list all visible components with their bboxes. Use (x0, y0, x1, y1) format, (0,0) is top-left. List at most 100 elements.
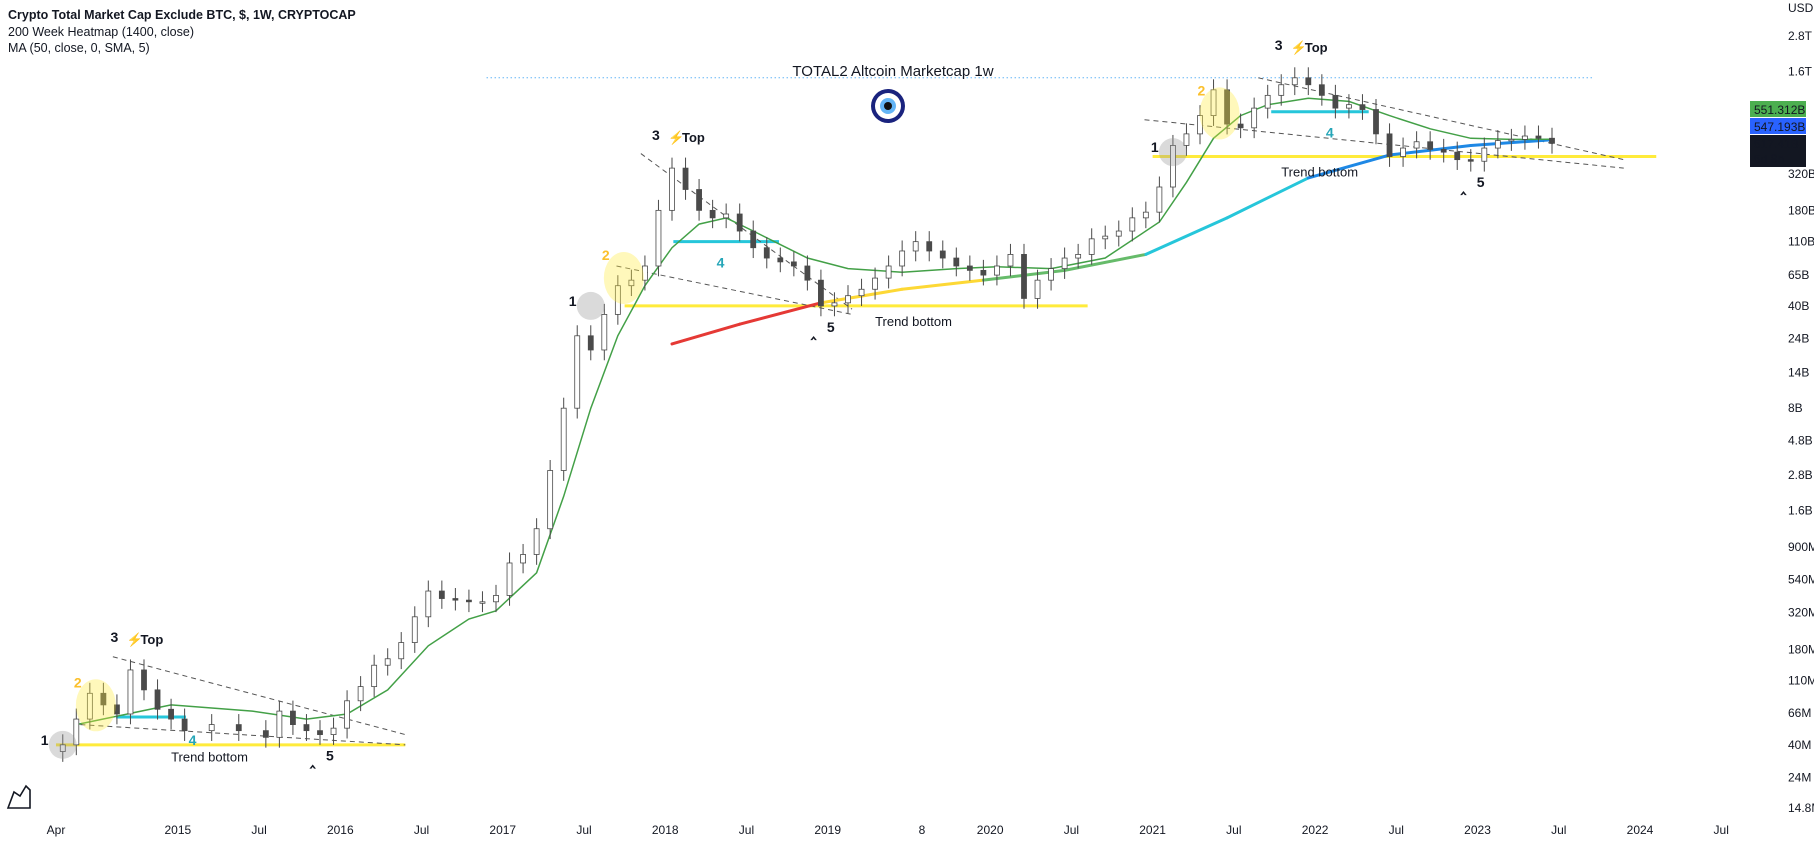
y-tick-label: 180M (1788, 642, 1814, 656)
candle-body (682, 167, 689, 190)
candle (709, 199, 716, 229)
y-tick-label: 24M (1788, 770, 1811, 784)
phase-label-3: 3 (1275, 37, 1283, 53)
candle (86, 682, 93, 730)
candle (1278, 74, 1285, 106)
candle (1224, 79, 1230, 135)
symbol-title[interactable]: Crypto Total Market Cap Exclude BTC, $, … (8, 8, 356, 22)
candle (1400, 137, 1406, 167)
candle (1305, 67, 1312, 96)
candle-body (1400, 147, 1406, 157)
candle (1549, 127, 1555, 154)
candle (845, 285, 851, 314)
candle-body (560, 407, 567, 471)
candle (520, 543, 526, 574)
ma-price-tag: 551.312B (1754, 103, 1805, 117)
candle-body (1440, 148, 1447, 153)
y-tick-label: 180B (1788, 203, 1814, 217)
candle (506, 552, 513, 606)
candle (1156, 176, 1163, 223)
candle-body (1278, 84, 1285, 96)
candle-body (763, 247, 770, 259)
phase-label-4: 4 (189, 732, 197, 748)
candle-body (181, 718, 188, 732)
currency-label: USD (1788, 1, 1814, 15)
candle (1210, 79, 1217, 126)
evil-eye-icon (871, 89, 905, 123)
y-tick-label: 2.8B (1788, 468, 1813, 482)
tradingview-logo-icon (6, 784, 31, 809)
indicator-heatmap-label[interactable]: 200 Week Heatmap (1400, close) (8, 24, 194, 39)
candle (858, 278, 865, 307)
candle (114, 694, 120, 725)
candle (682, 157, 689, 200)
x-tick-label: Jul (576, 823, 591, 837)
x-tick-label: 2023 (1464, 823, 1491, 837)
x-tick-label: Jul (1226, 823, 1241, 837)
caret-icon: ‸ (810, 323, 817, 341)
candle-body (1373, 109, 1379, 135)
candle-body (1454, 151, 1461, 161)
candle-body (926, 241, 933, 252)
y-tick-label: 66M (1788, 706, 1811, 720)
ma50-path (76, 97, 1553, 726)
candle (628, 269, 635, 297)
y-tick-label: 4.8B (1788, 434, 1813, 448)
phase-label-5: 5 (827, 319, 835, 335)
candle (1007, 243, 1014, 277)
candle (154, 679, 161, 720)
candle (1440, 138, 1447, 163)
candle (181, 708, 188, 741)
candle (141, 659, 147, 701)
candle (1373, 99, 1379, 145)
candle (1264, 84, 1271, 119)
phase-1-highlight (1158, 138, 1187, 167)
candle (980, 259, 987, 286)
candle (493, 584, 499, 613)
candle (168, 698, 174, 730)
candle (1183, 123, 1190, 156)
heatmap-segment (1225, 176, 1310, 220)
candle (317, 720, 323, 745)
candle-body (1021, 254, 1027, 299)
candle-body (520, 554, 526, 564)
candle (601, 303, 608, 361)
y-tick-label: 40M (1788, 738, 1811, 752)
candle-body (804, 265, 811, 281)
candle (357, 676, 364, 712)
indicator-ma-label[interactable]: MA (50, close, 0, SMA, 5) (8, 41, 150, 55)
candle (655, 199, 662, 277)
phase-label-2: 2 (74, 674, 82, 690)
candle (560, 397, 567, 481)
candle-body (154, 689, 161, 710)
candle (939, 240, 946, 269)
candle (547, 459, 554, 540)
candle (1467, 149, 1474, 172)
y-tick-label: 1.6T (1788, 65, 1813, 79)
phase-label-2: 2 (1198, 82, 1206, 98)
candle-body (127, 669, 134, 715)
candle-body (790, 261, 797, 267)
phase-label-4: 4 (717, 255, 725, 271)
candle-body (587, 335, 594, 351)
heatmap-segment (900, 278, 985, 291)
drawing-lines (56, 77, 1657, 747)
phase-label-1: 1 (569, 293, 577, 309)
candle-body (655, 209, 662, 267)
candle-body (1156, 186, 1163, 213)
trend-bottom-label: Trend bottom (1281, 165, 1358, 180)
candle (1522, 125, 1528, 150)
candle (1129, 207, 1136, 242)
candle-body (1494, 140, 1501, 149)
candle-body (1170, 145, 1176, 188)
heatmap-price-tag: 547.193B (1754, 120, 1805, 134)
candle (1386, 123, 1393, 167)
x-tick-label: Jul (251, 823, 266, 837)
candle (1494, 130, 1501, 159)
candle (303, 714, 310, 741)
phase-label-3: 3 (652, 127, 660, 143)
candle-body (371, 664, 378, 688)
candle-body (980, 269, 987, 276)
candle-body (384, 658, 391, 666)
